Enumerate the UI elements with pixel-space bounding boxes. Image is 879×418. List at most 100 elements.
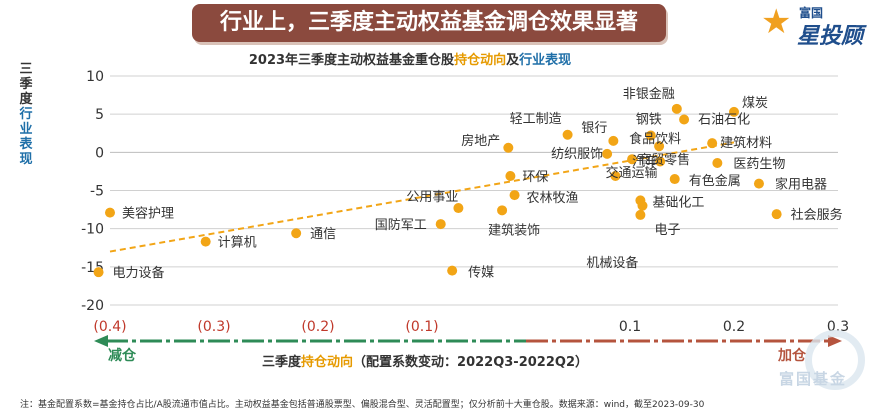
banner-title: 行业上，三季度主动权益基金调仓效果显著	[192, 4, 666, 42]
point-label: 钢铁	[636, 113, 662, 128]
data-point	[707, 138, 718, 149]
point-label: 传媒	[468, 266, 494, 281]
reduce-position-label: 减仓	[108, 347, 137, 364]
point-label: 有色金属	[689, 173, 741, 189]
data-point	[671, 103, 682, 114]
x-axis-title-suffix: （配置系数变动：2022Q3-2022Q2）	[353, 354, 588, 370]
point-label: 建筑装饰	[488, 222, 540, 238]
chart-title-prefix: 2023年三季度主动权益基金重仓股	[248, 53, 455, 68]
watermark-text: 富国基金	[779, 370, 848, 388]
data-point	[505, 170, 516, 181]
data-point	[635, 209, 646, 220]
point-label: 建筑材料	[720, 135, 772, 151]
point-label: 石油石化	[698, 113, 750, 128]
data-point	[627, 154, 638, 165]
point-label: 计算机	[218, 236, 257, 251]
data-point	[503, 142, 514, 153]
data-point	[654, 141, 665, 152]
add-position-label: 加仓	[777, 347, 807, 364]
point-label: 公用事业	[406, 190, 458, 205]
direction-arrows	[94, 335, 842, 347]
point-label: 食品饮料	[629, 131, 681, 147]
data-point	[105, 207, 115, 218]
point-label: 国防军工	[375, 217, 427, 233]
data-point	[712, 158, 723, 169]
y-axis-title-bottom: 行业表现	[19, 107, 33, 167]
point-label: 交通运输	[605, 165, 657, 181]
point-label: 美容护理	[122, 206, 174, 222]
point-label: 房地产	[461, 133, 500, 149]
brand-logo: ★ 富国 星投顾	[759, 2, 869, 49]
data-point	[509, 190, 520, 201]
data-point	[655, 156, 666, 167]
data-point	[562, 129, 573, 140]
point-layer	[93, 103, 782, 278]
chart-title-highlight-a: 持仓动向	[454, 53, 507, 68]
chart-title: 2023年三季度主动权益基金重仓股持仓动向及行业表现	[0, 49, 820, 68]
point-label: 轻工制造	[510, 112, 562, 127]
data-point	[637, 200, 648, 211]
point-label: 家用电器	[775, 177, 827, 193]
y-axis-title: 三季度 行业表现	[18, 62, 34, 167]
star-icon: ★	[761, 2, 792, 42]
data-point	[453, 203, 464, 214]
chart-title-highlight-b: 行业表现	[519, 53, 572, 68]
y-tick-label: -20	[81, 298, 104, 314]
x-tick-label: (0.4)	[93, 319, 126, 335]
x-axis-title-highlight: 持仓动向	[301, 354, 353, 370]
point-label: 商贸零售	[638, 152, 690, 168]
data-point	[608, 135, 619, 146]
y-tick-label: 5	[95, 107, 104, 123]
data-point	[610, 170, 621, 181]
footnote: 注：基金配置系数=基金持仓占比/A股流通市值占比。主动权益基金包括普通股票型、偏…	[20, 400, 705, 410]
data-point	[602, 148, 613, 159]
data-point	[497, 205, 508, 216]
data-point	[93, 267, 104, 278]
data-point	[753, 178, 764, 189]
point-label: 电力设备	[113, 265, 165, 281]
point-label: 通信	[310, 227, 336, 242]
y-tick-label: -10	[81, 222, 104, 238]
point-label: 银行	[581, 121, 607, 136]
data-point	[645, 130, 656, 141]
x-tick-label: (0.1)	[405, 319, 438, 335]
x-tick-label: 0.2	[723, 319, 745, 335]
watermark: 富国基金	[779, 330, 865, 404]
data-point	[669, 174, 680, 185]
logo-brand-top: 富国	[799, 6, 824, 20]
point-label: 医药生物	[733, 157, 785, 172]
x-axis-title: 三季度持仓动向（配置系数变动：2022Q3-2022Q2）	[262, 354, 588, 370]
data-point	[291, 228, 302, 239]
data-point	[435, 219, 446, 230]
logo-brand-main: 星投顾	[797, 24, 864, 49]
x-tick-label: (0.3)	[197, 319, 230, 335]
data-point	[200, 236, 211, 247]
point-label: 机械设备	[586, 255, 638, 271]
y-tick-label: -5	[90, 184, 104, 200]
grid-layer	[110, 75, 838, 306]
point-label: 基础化工	[652, 195, 704, 210]
x-axis-title-prefix: 三季度	[262, 354, 302, 370]
chart-title-middle: 及	[506, 53, 520, 68]
left-arrow-icon	[94, 335, 108, 347]
data-point	[729, 106, 739, 117]
point-label: 非银金融	[623, 86, 675, 102]
point-label: 纺织服饰	[551, 147, 603, 162]
point-label: 电子	[654, 223, 680, 238]
x-tick-labels: (0.4) (0.3) (0.2) (0.1) 0.1 0.2 0.3	[93, 319, 849, 335]
y-tick-label: 10	[86, 69, 104, 85]
trend-line	[109, 141, 735, 253]
data-point	[447, 265, 458, 276]
data-point	[679, 114, 690, 125]
watermark-ring-icon	[805, 330, 865, 390]
trend-layer	[109, 141, 735, 253]
y-tick-label: 0	[95, 145, 104, 161]
x-tick-label: 0.1	[619, 319, 641, 335]
point-label: 农林牧渔	[527, 191, 579, 206]
point-label: 环保	[522, 170, 548, 185]
x-tick-label: (0.2)	[301, 319, 334, 335]
data-point	[771, 209, 782, 220]
y-axis-title-top: 三季度	[19, 62, 33, 107]
